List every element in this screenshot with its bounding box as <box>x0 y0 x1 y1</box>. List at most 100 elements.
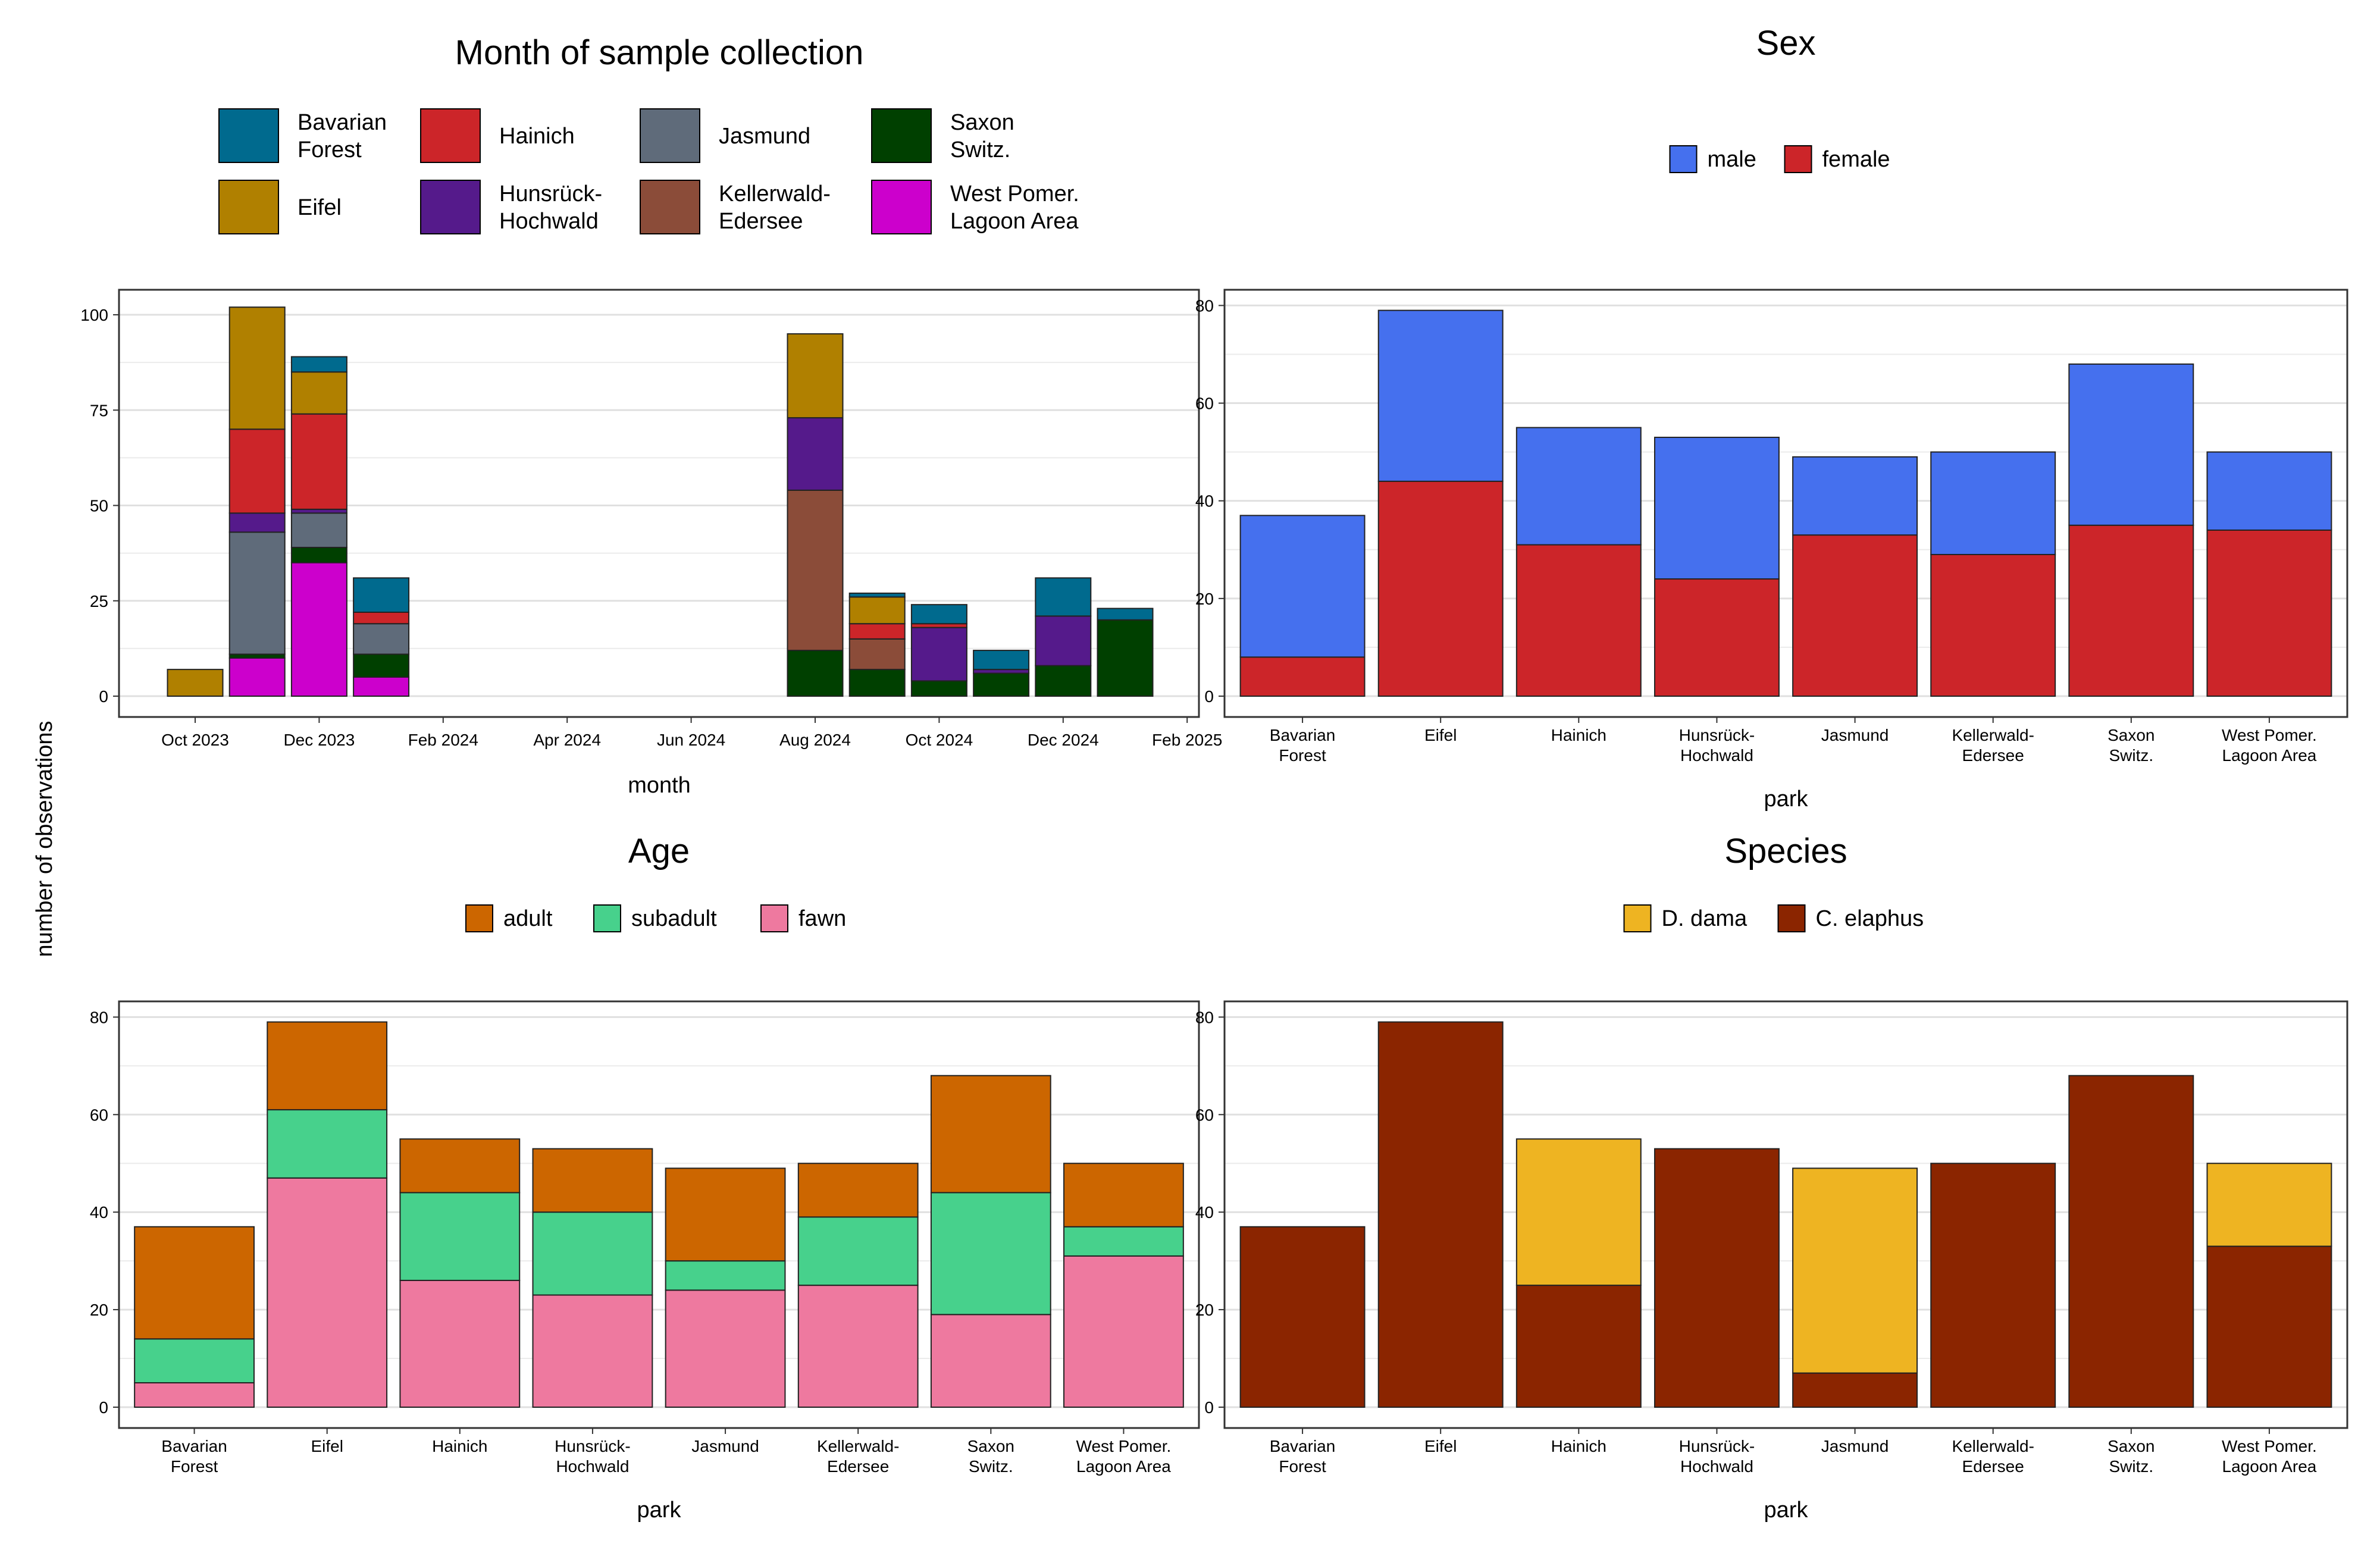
x-axis-label: park <box>637 1498 682 1523</box>
y-tick-label: 75 <box>90 401 108 419</box>
legend-key-male <box>1669 145 1698 173</box>
legend-label: Eifel <box>298 195 342 220</box>
x-tick-label: Aug 2024 <box>779 731 851 749</box>
plot-border <box>118 1000 1200 1429</box>
legend-key-west-pomer-lagoon-area <box>871 180 932 234</box>
y-tick-label: 40 <box>1195 1203 1214 1222</box>
x-tick-label-line: Jasmund <box>1821 1437 1889 1455</box>
x-tick-label: West Pomer. Lagoon Area <box>2222 726 2317 765</box>
bar-segment-subadult <box>797 1216 919 1286</box>
x-tick-label-line: Edersee <box>827 1457 889 1476</box>
x-tick-label-line: Switz. <box>2109 1457 2153 1476</box>
bar-segment-female <box>1515 544 1642 697</box>
x-tick-label: Dec 2023 <box>283 731 355 749</box>
bar-segment-fawn <box>665 1289 786 1408</box>
x-tick-label-line: Bavarian <box>1270 1437 1336 1455</box>
y-tick-label: 20 <box>1195 1301 1214 1319</box>
x-tick-label: Eifel <box>1424 1437 1457 1455</box>
legend-label-line: Bavarian <box>298 110 387 135</box>
bar-segment-saxon-switz- <box>787 650 844 697</box>
legend-key-hainich <box>420 108 481 163</box>
x-tick-label-line: Hainich <box>432 1437 487 1455</box>
legend-label-line: West Pomer. <box>950 181 1079 206</box>
x-tick-label: West Pomer. Lagoon Area <box>2222 1437 2317 1476</box>
bar-segment-subadult <box>134 1338 255 1384</box>
legend-label-line: Switz. <box>950 137 1010 162</box>
x-tick-label-line: Forest <box>1279 746 1326 765</box>
x-tick-label: Hunsrück- Hochwald <box>555 1437 631 1476</box>
legend-label: Hunsrück- Hochwald <box>499 181 602 234</box>
bar-segment-jasmund <box>290 512 347 549</box>
bar-segment-male <box>1239 515 1366 658</box>
x-tick-label: Bavarian Forest <box>1270 726 1336 765</box>
bar-segment-saxon-switz- <box>1097 619 1154 697</box>
bar-segment-bavarian-forest <box>910 604 967 625</box>
x-tick-label-line: Jasmund <box>691 1437 759 1455</box>
y-tick-label: 0 <box>1204 1398 1214 1417</box>
bar-segment-hunsr-ck-hochwald <box>228 512 286 533</box>
legend-label-line: Hunsrück- <box>499 181 602 206</box>
legend-label: Kellerwald- Edersee <box>719 181 831 234</box>
x-tick-label: Eifel <box>311 1437 343 1455</box>
legend-key-d-dama <box>1623 904 1652 932</box>
x-tick-label: Apr 2024 <box>533 731 601 749</box>
x-tick-label: West Pomer. Lagoon Area <box>1076 1437 1172 1476</box>
legend-key-c-elaphus <box>1777 904 1806 932</box>
x-tick-label: Hainich <box>432 1437 487 1455</box>
x-tick-label-line: Kellerwald- <box>1952 726 2034 744</box>
bar-segment-bavarian-forest <box>848 592 906 598</box>
x-tick-label-line: Jasmund <box>1821 726 1889 744</box>
bar-segment-bavarian-forest <box>290 356 347 373</box>
bar-segment-female <box>2206 529 2332 697</box>
x-tick-label: Saxon Switz. <box>967 1437 1014 1476</box>
x-tick-label-line: Lagoon Area <box>2222 746 2317 765</box>
bar-segment-male <box>1930 451 2056 555</box>
legend-label-line: Lagoon Area <box>950 209 1079 234</box>
bar-segment-male <box>1377 309 1504 482</box>
plot-border <box>1223 1000 2348 1429</box>
bar-segment-subadult <box>399 1192 521 1281</box>
bar-segment-saxon-switz- <box>290 547 347 563</box>
bar-segment-fawn <box>267 1177 388 1408</box>
bar-segment-c-elaphus <box>1239 1226 1366 1408</box>
x-axis-label: park <box>1764 787 1809 812</box>
legend-label-line: Kellerwald- <box>719 181 831 206</box>
x-tick-label-line: Eifel <box>1424 726 1457 744</box>
x-tick-label-line: Hochwald <box>1680 1457 1753 1476</box>
y-tick-label: 60 <box>1195 1106 1214 1124</box>
legend-label: subadult <box>631 906 717 931</box>
y-tick-label: 50 <box>90 497 108 515</box>
x-tick-label: Saxon Switz. <box>2107 1437 2154 1476</box>
bar-segment-d-dama <box>1792 1167 1918 1374</box>
legend-key-hunsr-ck-hochwald <box>420 180 481 234</box>
bar-segment-jasmund <box>228 531 286 655</box>
bar-segment-female <box>1930 553 2056 697</box>
legend-label-line: Saxon <box>950 110 1014 135</box>
y-tick-label: 25 <box>90 592 108 610</box>
x-tick-label: Hainich <box>1551 1437 1606 1455</box>
bar-segment-subadult <box>1063 1226 1184 1257</box>
legend-label: Bavarian Forest <box>298 110 387 162</box>
bar-segment-saxon-switz- <box>910 680 967 697</box>
bar-segment-hainich <box>228 428 286 514</box>
x-tick-label-line: West Pomer. <box>2222 726 2317 744</box>
shared-y-axis-label: number of observations <box>32 721 57 957</box>
y-tick-label: 40 <box>90 1203 108 1222</box>
bar-segment-d-dama <box>2206 1163 2332 1247</box>
legend-label: Jasmund <box>719 124 810 149</box>
bar-segment-c-elaphus <box>1792 1372 1918 1408</box>
x-tick-label: Oct 2023 <box>161 731 229 749</box>
bar-segment-female <box>1239 656 1366 697</box>
x-tick-label-line: Hunsrück- <box>1679 1437 1755 1455</box>
y-tick-label: 40 <box>1195 492 1214 511</box>
x-tick-label-line: West Pomer. <box>1076 1437 1172 1455</box>
bar-segment-adult <box>532 1148 653 1213</box>
bar-segment-subadult <box>267 1109 388 1179</box>
bar-segment-adult <box>665 1167 786 1262</box>
plot-border <box>1223 289 2348 718</box>
bar-segment-saxon-switz- <box>848 669 906 697</box>
x-tick-label: Bavarian Forest <box>161 1437 227 1476</box>
legend-label: Hainich <box>499 124 575 149</box>
legend-label: Saxon Switz. <box>950 110 1014 162</box>
bar-segment-west-pomer-lagoon-area <box>290 562 347 697</box>
